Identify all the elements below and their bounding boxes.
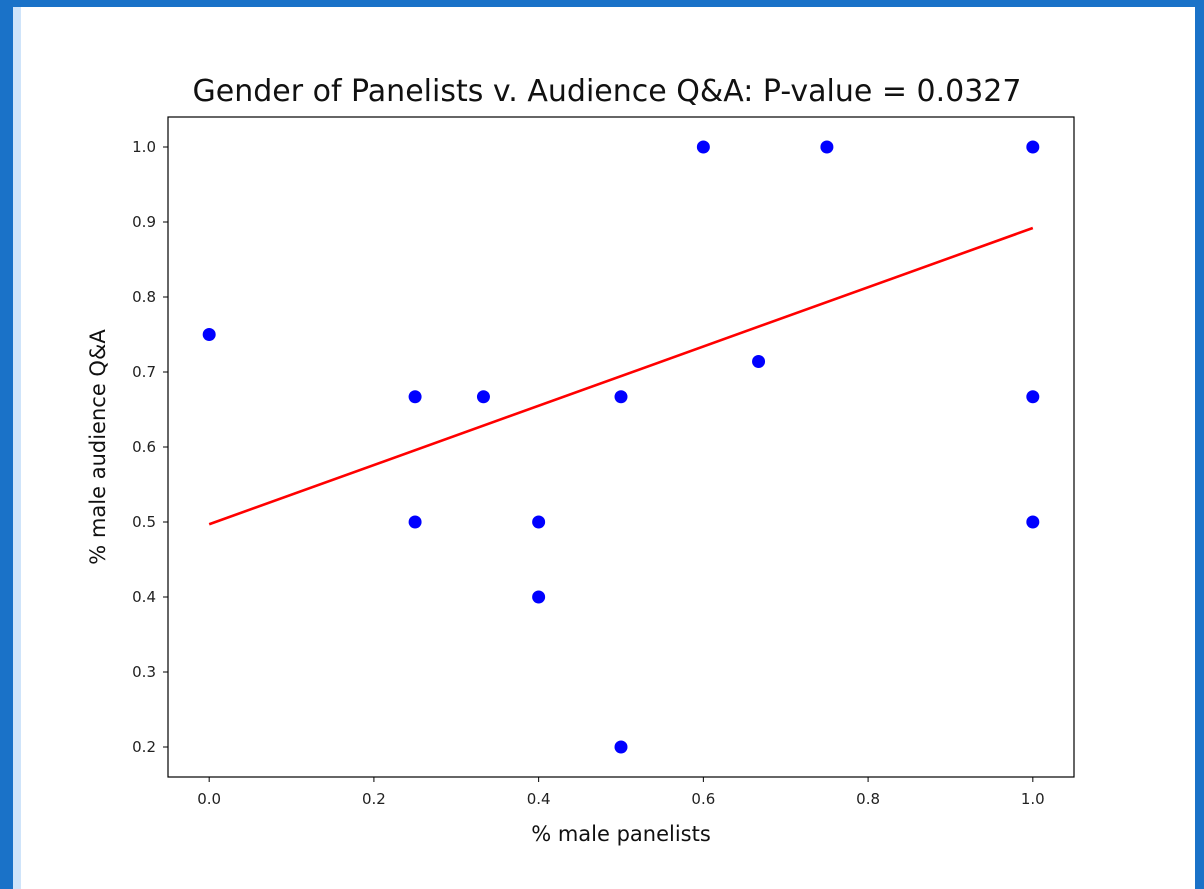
data-point bbox=[614, 390, 628, 404]
y-tick-label: 0.9 bbox=[132, 213, 156, 231]
x-axis-label: % male panelists bbox=[531, 822, 711, 846]
data-point bbox=[696, 140, 710, 154]
y-tick-label: 0.5 bbox=[132, 513, 156, 531]
y-tick-label: 0.8 bbox=[132, 288, 156, 306]
data-point bbox=[408, 390, 422, 404]
data-point bbox=[408, 515, 422, 529]
chart-title: Gender of Panelists v. Audience Q&A: P-v… bbox=[193, 74, 1022, 109]
data-point bbox=[202, 328, 216, 341]
data-points bbox=[202, 140, 1040, 754]
chart-canvas: Gender of Panelists v. Audience Q&A: P-v… bbox=[13, 7, 1195, 889]
x-axis-ticks: 0.0 0.2 0.4 0.6 0.8 1.0 bbox=[197, 777, 1045, 808]
data-point bbox=[1026, 140, 1040, 154]
scatter-chart: Gender of Panelists v. Audience Q&A: P-v… bbox=[86, 74, 1075, 846]
data-point bbox=[532, 515, 546, 529]
data-point bbox=[614, 740, 628, 754]
y-axis-label: % male audience Q&A bbox=[86, 329, 110, 565]
y-tick-label: 0.3 bbox=[132, 663, 156, 681]
y-tick-label: 0.7 bbox=[132, 363, 156, 381]
data-point bbox=[532, 590, 546, 604]
x-tick-label: 0.2 bbox=[362, 790, 386, 808]
data-point bbox=[1026, 515, 1040, 529]
y-tick-label: 1.0 bbox=[132, 138, 156, 156]
data-point bbox=[752, 355, 766, 368]
regression-line bbox=[208, 226, 1034, 526]
x-tick-label: 0.0 bbox=[197, 790, 221, 808]
x-tick-label: 0.6 bbox=[691, 790, 715, 808]
y-axis-ticks: 0.2 0.3 0.4 0.5 0.6 0.7 0.8 0.9 1.0 bbox=[132, 138, 168, 756]
data-point bbox=[820, 140, 834, 154]
plot-area bbox=[167, 116, 1075, 778]
x-tick-label: 0.8 bbox=[856, 790, 880, 808]
x-tick-label: 0.4 bbox=[527, 790, 551, 808]
y-tick-label: 0.2 bbox=[132, 738, 156, 756]
data-point bbox=[1026, 390, 1040, 404]
y-tick-label: 0.6 bbox=[132, 438, 156, 456]
data-point bbox=[476, 390, 490, 404]
x-tick-label: 1.0 bbox=[1021, 790, 1045, 808]
y-tick-label: 0.4 bbox=[132, 588, 156, 606]
